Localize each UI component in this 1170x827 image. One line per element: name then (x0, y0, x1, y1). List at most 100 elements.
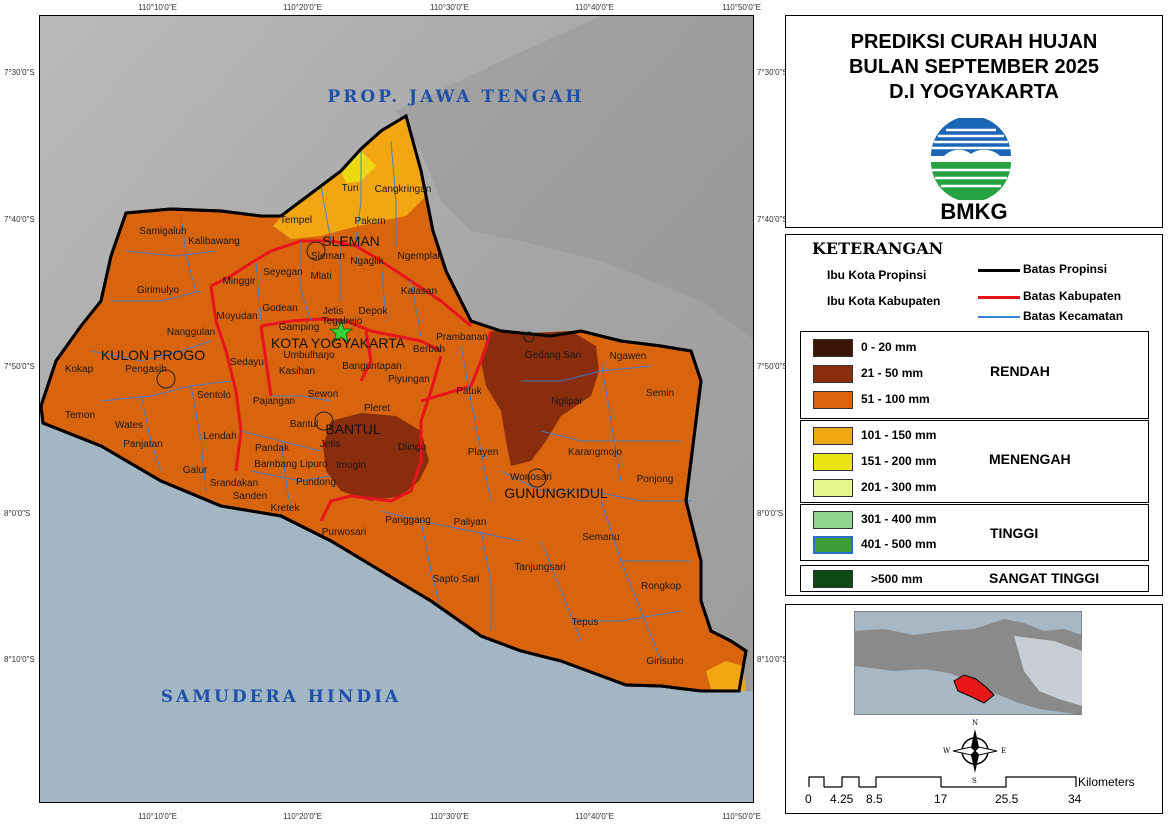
label-north-region: PROP. JAWA TENGAH (328, 87, 585, 107)
district-label: Turi (342, 183, 359, 194)
compass-rose-icon (952, 729, 998, 773)
district-label: Pleret (364, 403, 390, 414)
bmkg-logo-icon (931, 118, 1011, 200)
district-label: Kretek (271, 503, 301, 514)
legend-class-label: 401 - 500 mm (861, 537, 937, 551)
title-panel: PREDIKSI CURAH HUJAN BULAN SEPTEMBER 202… (785, 15, 1163, 228)
district-label: Nanggulan (167, 327, 215, 338)
legend-class-label: 151 - 200 mm (861, 454, 937, 468)
coord-left: 7°30'0"S (4, 68, 35, 77)
coord-top: 110°10'0"E (138, 3, 178, 12)
scale-tick: 8.5 (866, 792, 883, 806)
legend-swatch (813, 511, 853, 529)
capital-marker-gunungkidul (527, 468, 547, 488)
district-label: Patuk (456, 386, 483, 397)
legend-swatch (813, 365, 853, 383)
district-label: Tegalrejo (322, 316, 363, 327)
coord-bottom: 110°50'0"E (722, 812, 762, 821)
kecamatan-boundaries (90, 140, 691, 662)
zone-101-150-southeast (706, 661, 746, 691)
label-regency: KOTA YOGYAKARTA (271, 335, 406, 351)
legend-heading: KETERANGAN (812, 239, 944, 258)
district-label: Girimulyo (137, 285, 180, 296)
map-frame: PROP. JAWA TENGAH SAMUDERA HINDIA SLEMAN… (39, 15, 754, 803)
district-label: Rongkop (641, 581, 681, 592)
scale-tick: 34 (1068, 792, 1082, 806)
legend-swatch (813, 453, 853, 471)
coord-right: 7°50'0"S (757, 362, 788, 371)
legend-category: SANGAT TINGGI (989, 570, 1100, 586)
district-label: Umbulharjo (283, 350, 335, 361)
rainfall-map: PROP. JAWA TENGAH SAMUDERA HINDIA SLEMAN… (40, 16, 753, 802)
legend-line-province (978, 269, 1020, 272)
district-label: Pakem (354, 216, 385, 227)
legend-swatch (813, 339, 853, 357)
inset-east-land (1014, 636, 1082, 706)
title-line: D.I YOGYAKARTA (889, 81, 1059, 103)
district-label: Playen (468, 447, 499, 458)
district-label: Galur (183, 465, 208, 476)
district-label: Kalibawang (188, 236, 240, 247)
coord-bottom: 110°20'0"E (283, 812, 323, 821)
legend-class-label: >500 mm (871, 572, 923, 586)
legend-class-label: 101 - 150 mm (861, 428, 937, 442)
coord-top: 110°40'0"E (575, 3, 615, 12)
legend-swatch (813, 479, 853, 497)
coord-right: 7°30'0"S (757, 68, 788, 77)
coord-left: 7°50'0"S (4, 362, 35, 371)
coord-top: 110°30'0"E (430, 3, 470, 12)
title-line: BULAN SEPTEMBER 2025 (848, 56, 1100, 78)
district-label: Nglipar (551, 396, 583, 407)
district-label: Mlati (310, 271, 331, 282)
legend-group-tinggi: 301 - 400 mm 401 - 500 mm TINGGI (800, 504, 1149, 561)
legend-swatch (813, 427, 853, 445)
coord-bottom: 110°40'0"E (575, 812, 615, 821)
district-label: Tanjungsari (514, 562, 565, 573)
district-label: Pundong (296, 477, 336, 488)
district-label: Ngawen (610, 351, 647, 362)
legend-category: RENDAH (990, 363, 1050, 379)
kabupaten-boundaries (209, 239, 493, 522)
legend-group-menengah: 101 - 150 mm 151 - 200 mm 201 - 300 mm M… (800, 420, 1149, 503)
legend-group-rendah: 0 - 20 mm 21 - 50 mm 51 - 100 mm RENDAH (800, 331, 1149, 419)
district-label: Ngaglik (350, 256, 384, 267)
scale-tick: 17 (934, 792, 948, 806)
district-label: Temon (65, 410, 95, 421)
district-label: Ngemplak (397, 251, 443, 262)
district-labels: Turi Cangkringan Tempel Pakem Sleman Nga… (65, 183, 684, 667)
title-line: PREDIKSI CURAH HUJAN (850, 31, 1098, 53)
legend-class-label: 201 - 300 mm (861, 480, 937, 494)
sea-area (40, 421, 753, 802)
coord-left: 8°0'0"S (4, 509, 31, 518)
legend-class-label: 51 - 100 mm (861, 392, 930, 406)
coord-top: 110°50'0"E (722, 3, 762, 12)
provincial-capital-star (328, 319, 354, 343)
compass-e: E (1001, 747, 1007, 755)
scale-tick: 4.25 (830, 792, 854, 806)
district-label: Seyegan (263, 267, 302, 278)
district-label: Cangkringan (375, 184, 432, 195)
mountain-shade (396, 16, 753, 340)
legend-group-sangat-tinggi: >500 mm SANGAT TINGGI (800, 565, 1149, 592)
label-regency: KULON PROGO (101, 347, 205, 363)
scale-unit: Kilometers (1078, 775, 1135, 789)
inset-map (854, 611, 1082, 715)
district-label: Paliyan (454, 517, 487, 528)
district-label: Purwosari (322, 527, 366, 538)
coord-right: 7°40'0"S (757, 215, 788, 224)
bmkg-logo-text: BMKG (940, 199, 1008, 224)
legend-line-label: Batas Kabupaten (1023, 289, 1122, 303)
inset-diy-highlight (953, 674, 995, 704)
district-label: Bambang Lipuro (254, 459, 328, 470)
district-label: Kalasan (401, 286, 437, 297)
district-label: Jetis (320, 439, 341, 450)
district-label: Sentolo (197, 390, 231, 401)
district-label: Semin (646, 388, 674, 399)
legend-line-label: Batas Propinsi (1023, 262, 1108, 276)
coord-right: 8°0'0"S (757, 509, 784, 518)
legend-line-kecamatan (978, 316, 1020, 318)
coord-right: 8°10'0"S (757, 655, 788, 664)
district-label: Banguntapan (342, 361, 402, 372)
district-label: Pandak (255, 443, 290, 454)
district-label: Sapto Sari (433, 574, 480, 585)
